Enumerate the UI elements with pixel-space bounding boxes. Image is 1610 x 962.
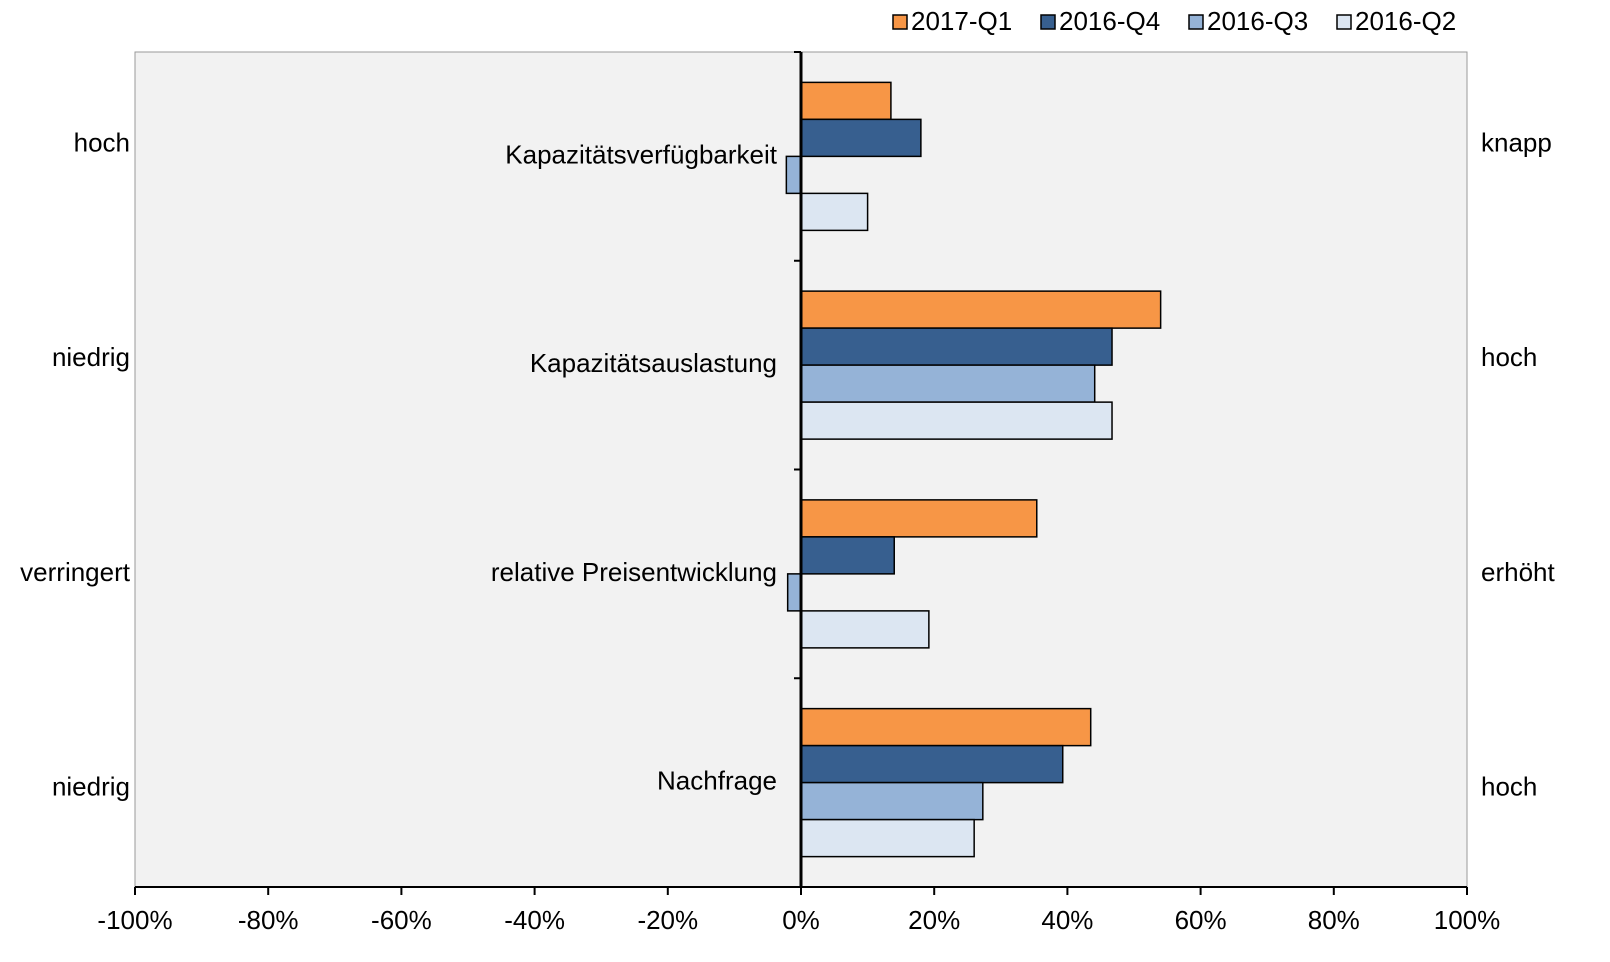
legend-swatch: [1188, 14, 1204, 30]
x-tick-label: 60%: [1175, 905, 1227, 935]
right-label: knapp: [1481, 127, 1552, 157]
category-label: Nachfrage: [657, 766, 777, 796]
x-tick-label: 40%: [1041, 905, 1093, 935]
x-tick-label: -80%: [238, 905, 299, 935]
bar: [800, 290, 1162, 329]
bar: [800, 364, 1096, 403]
category-label: relative Preisentwicklung: [491, 557, 777, 587]
x-tick-label: -40%: [504, 905, 565, 935]
bar: [800, 327, 1113, 366]
bar: [800, 499, 1038, 538]
bar: [800, 781, 984, 821]
bar: [800, 118, 922, 158]
legend-swatch: [892, 14, 908, 30]
legend-swatch: [1336, 14, 1352, 30]
legend-label: 2017-Q1: [911, 6, 1012, 36]
category-label: Kapazitätsverfügbarkeit: [505, 139, 777, 169]
left-label: niedrig: [52, 342, 130, 372]
legend-label: 2016-Q2: [1355, 6, 1456, 36]
bar: [786, 573, 802, 612]
bar: [800, 818, 975, 858]
bar: [800, 401, 1113, 440]
x-tick-label: -20%: [637, 905, 698, 935]
legend-label: 2016-Q3: [1207, 6, 1308, 36]
right-label: hoch: [1481, 772, 1537, 802]
left-label: hoch: [74, 127, 130, 157]
left-label: niedrig: [52, 772, 130, 802]
legend-label: 2016-Q4: [1059, 6, 1160, 36]
bar: [800, 744, 1064, 784]
bar: [800, 192, 869, 232]
x-tick-label: 100%: [1434, 905, 1501, 935]
x-tick-label: 20%: [908, 905, 960, 935]
left-label: verringert: [20, 557, 131, 587]
category-label: Kapazitätsauslastung: [530, 348, 777, 378]
x-tick-label: 0%: [782, 905, 820, 935]
bar: [800, 707, 1092, 747]
bar: [800, 610, 930, 649]
bar: [800, 81, 892, 121]
x-tick-label: -60%: [371, 905, 432, 935]
right-label: erhöht: [1481, 557, 1555, 587]
x-tick-label: -100%: [97, 905, 172, 935]
bar: [785, 155, 802, 195]
legend-swatch: [1040, 14, 1056, 30]
bar: [800, 536, 895, 575]
x-tick-label: 80%: [1308, 905, 1360, 935]
right-label: hoch: [1481, 342, 1537, 372]
